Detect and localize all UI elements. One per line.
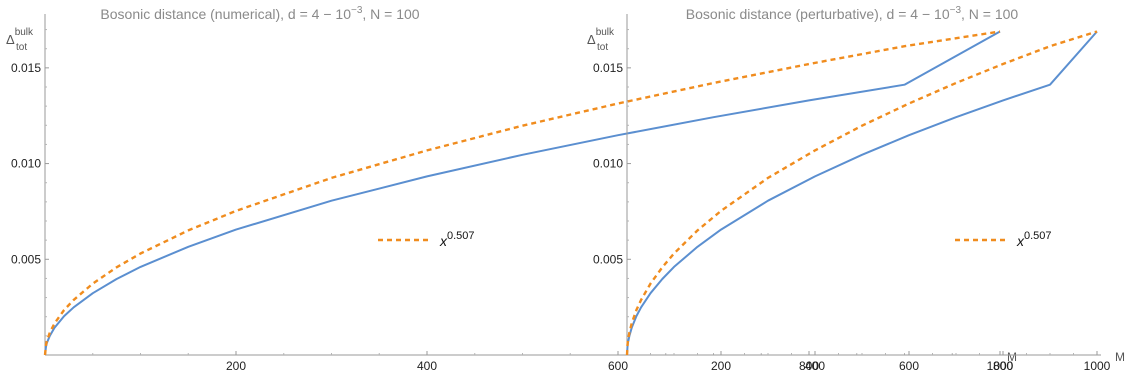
y-axis-label-main: Δ xyxy=(587,32,596,47)
chart-title-exponent: −3 xyxy=(351,5,363,16)
fit-series-line xyxy=(625,30,1098,356)
y-axis-label-sup: bulk xyxy=(15,27,34,38)
legend-label-base: x xyxy=(1016,233,1025,249)
y-axis-label-sub: tot xyxy=(16,42,27,53)
x-tick-label: 400 xyxy=(805,359,825,373)
y-tick-label: 0.005 xyxy=(593,252,623,266)
x-tick-label: 400 xyxy=(417,359,437,373)
chart-title: Bosonic distance (perturbative), d = 4 −… xyxy=(686,5,1019,22)
legend-label-exponent: 0.507 xyxy=(447,230,475,242)
x-axis-label: M xyxy=(1007,350,1017,364)
chart-perturbative: Bosonic distance (perturbative), d = 4 −… xyxy=(587,5,1125,373)
y-axis-label: Δbulk tot xyxy=(587,27,615,53)
chart-title-main: Bosonic distance (numerical), d = 4 − 10 xyxy=(100,6,351,22)
legend-label: x0.507 xyxy=(1016,230,1052,249)
data-series-line xyxy=(44,30,1001,356)
chart-title-main: Bosonic distance (perturbative), d = 4 −… xyxy=(686,6,950,22)
chart-title-suffix: , N = 100 xyxy=(362,6,419,22)
chart-title-exponent: −3 xyxy=(950,5,962,16)
fit-series-line xyxy=(43,30,1001,356)
x-tick-label: 600 xyxy=(608,359,628,373)
x-tick-label: 800 xyxy=(993,359,1013,373)
y-axis-label-sup: bulk xyxy=(596,27,615,38)
x-tick-label: 1000 xyxy=(1084,359,1111,373)
y-axis-label-sub: tot xyxy=(597,42,608,53)
legend-label-base: x xyxy=(439,233,448,249)
legend-label: x0.507 xyxy=(439,230,475,249)
x-axis-label: M xyxy=(1115,350,1125,364)
y-axis-label-main: Δ xyxy=(6,32,15,47)
y-tick-label: 0.010 xyxy=(593,157,623,171)
legend-label-exponent: 0.507 xyxy=(1024,230,1052,242)
data-series-line xyxy=(626,30,1098,356)
chart-numerical: Bosonic distance (numerical), d = 4 − 10… xyxy=(6,5,1017,373)
y-tick-label: 0.005 xyxy=(11,252,41,266)
chart-title: Bosonic distance (numerical), d = 4 − 10… xyxy=(100,5,419,22)
x-tick-label: 200 xyxy=(711,359,731,373)
x-tick-label: 200 xyxy=(226,359,246,373)
chart-title-suffix: , N = 100 xyxy=(961,6,1018,22)
x-tick-label: 600 xyxy=(899,359,919,373)
y-tick-label: 0.010 xyxy=(11,157,41,171)
y-tick-label: 0.015 xyxy=(11,61,41,75)
y-axis-label: Δbulk tot xyxy=(6,27,34,53)
x-tick-label: 1000 xyxy=(987,359,1014,373)
x-tick-label: 800 xyxy=(799,359,819,373)
y-tick-label: 0.015 xyxy=(593,61,623,75)
